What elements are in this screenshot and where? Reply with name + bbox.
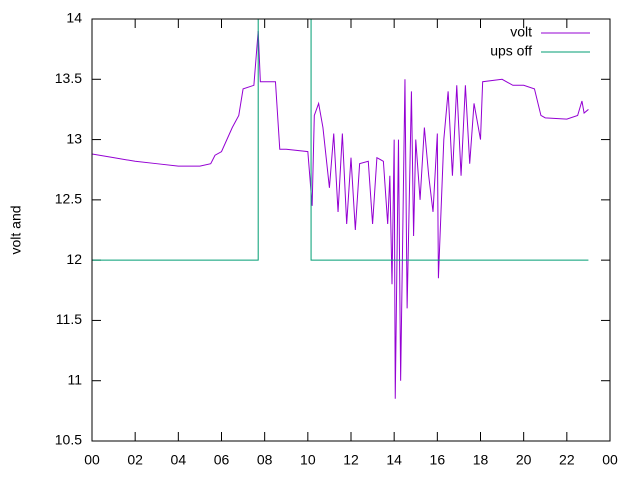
x-tick-label: 20 [516, 452, 532, 468]
x-tick-label: 02 [127, 452, 143, 468]
x-tick-label: 18 [473, 452, 489, 468]
y-tick-label: 12 [66, 251, 82, 267]
x-tick-label: 08 [257, 452, 273, 468]
legend-label: ups off [490, 43, 532, 59]
y-tick-label: 14 [66, 10, 82, 26]
series-line [92, 31, 589, 399]
x-tick-label: 14 [386, 452, 402, 468]
y-axis-label: volt and [8, 205, 24, 254]
y-tick-label: 10.5 [55, 432, 82, 448]
x-tick-label: 16 [430, 452, 446, 468]
x-tick-label: 10 [300, 452, 316, 468]
y-tick-label: 11.5 [56, 311, 82, 327]
x-tick-label: 00 [602, 452, 618, 468]
legend-label: volt [510, 24, 532, 40]
series-line [92, 19, 589, 261]
y-tick-label: 13 [66, 130, 82, 146]
y-tick-label: 13.5 [55, 70, 82, 86]
y-tick-label: 12.5 [55, 191, 82, 207]
x-tick-label: 22 [559, 452, 575, 468]
x-tick-label: 00 [84, 452, 100, 468]
x-tick-label: 04 [171, 452, 187, 468]
x-tick-label: 12 [343, 452, 359, 468]
x-tick-label: 06 [214, 452, 230, 468]
y-tick-label: 11 [67, 371, 82, 387]
plot-border [91, 18, 611, 442]
